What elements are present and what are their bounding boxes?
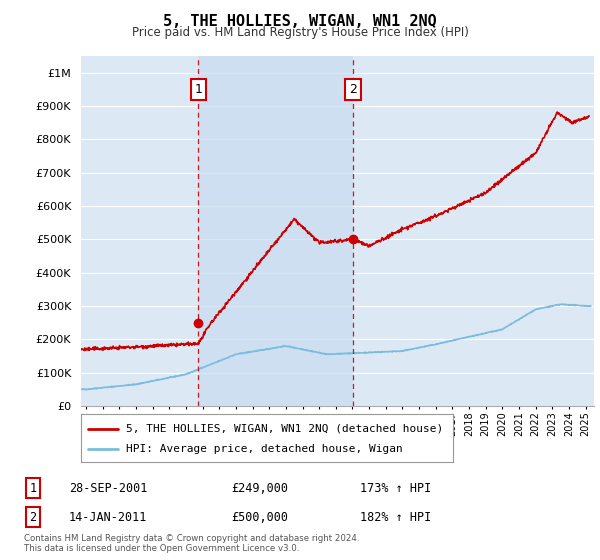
Text: HPI: Average price, detached house, Wigan: HPI: Average price, detached house, Wiga… (125, 444, 403, 454)
Text: 2: 2 (29, 511, 37, 524)
Text: 14-JAN-2011: 14-JAN-2011 (69, 511, 148, 524)
Text: 182% ↑ HPI: 182% ↑ HPI (360, 511, 431, 524)
Bar (199, 56, 353, 406)
Text: £249,000: £249,000 (231, 482, 288, 495)
Text: Price paid vs. HM Land Registry's House Price Index (HPI): Price paid vs. HM Land Registry's House … (131, 26, 469, 39)
Text: £500,000: £500,000 (231, 511, 288, 524)
Text: 5, THE HOLLIES, WIGAN, WN1 2NQ: 5, THE HOLLIES, WIGAN, WN1 2NQ (163, 14, 437, 29)
Text: 28-SEP-2001: 28-SEP-2001 (69, 482, 148, 495)
Text: 1: 1 (194, 83, 202, 96)
Text: Contains HM Land Registry data © Crown copyright and database right 2024.
This d: Contains HM Land Registry data © Crown c… (24, 534, 359, 553)
Text: 1: 1 (29, 482, 37, 495)
Text: 173% ↑ HPI: 173% ↑ HPI (360, 482, 431, 495)
Text: 5, THE HOLLIES, WIGAN, WN1 2NQ (detached house): 5, THE HOLLIES, WIGAN, WN1 2NQ (detached… (125, 424, 443, 433)
Text: 2: 2 (349, 83, 357, 96)
